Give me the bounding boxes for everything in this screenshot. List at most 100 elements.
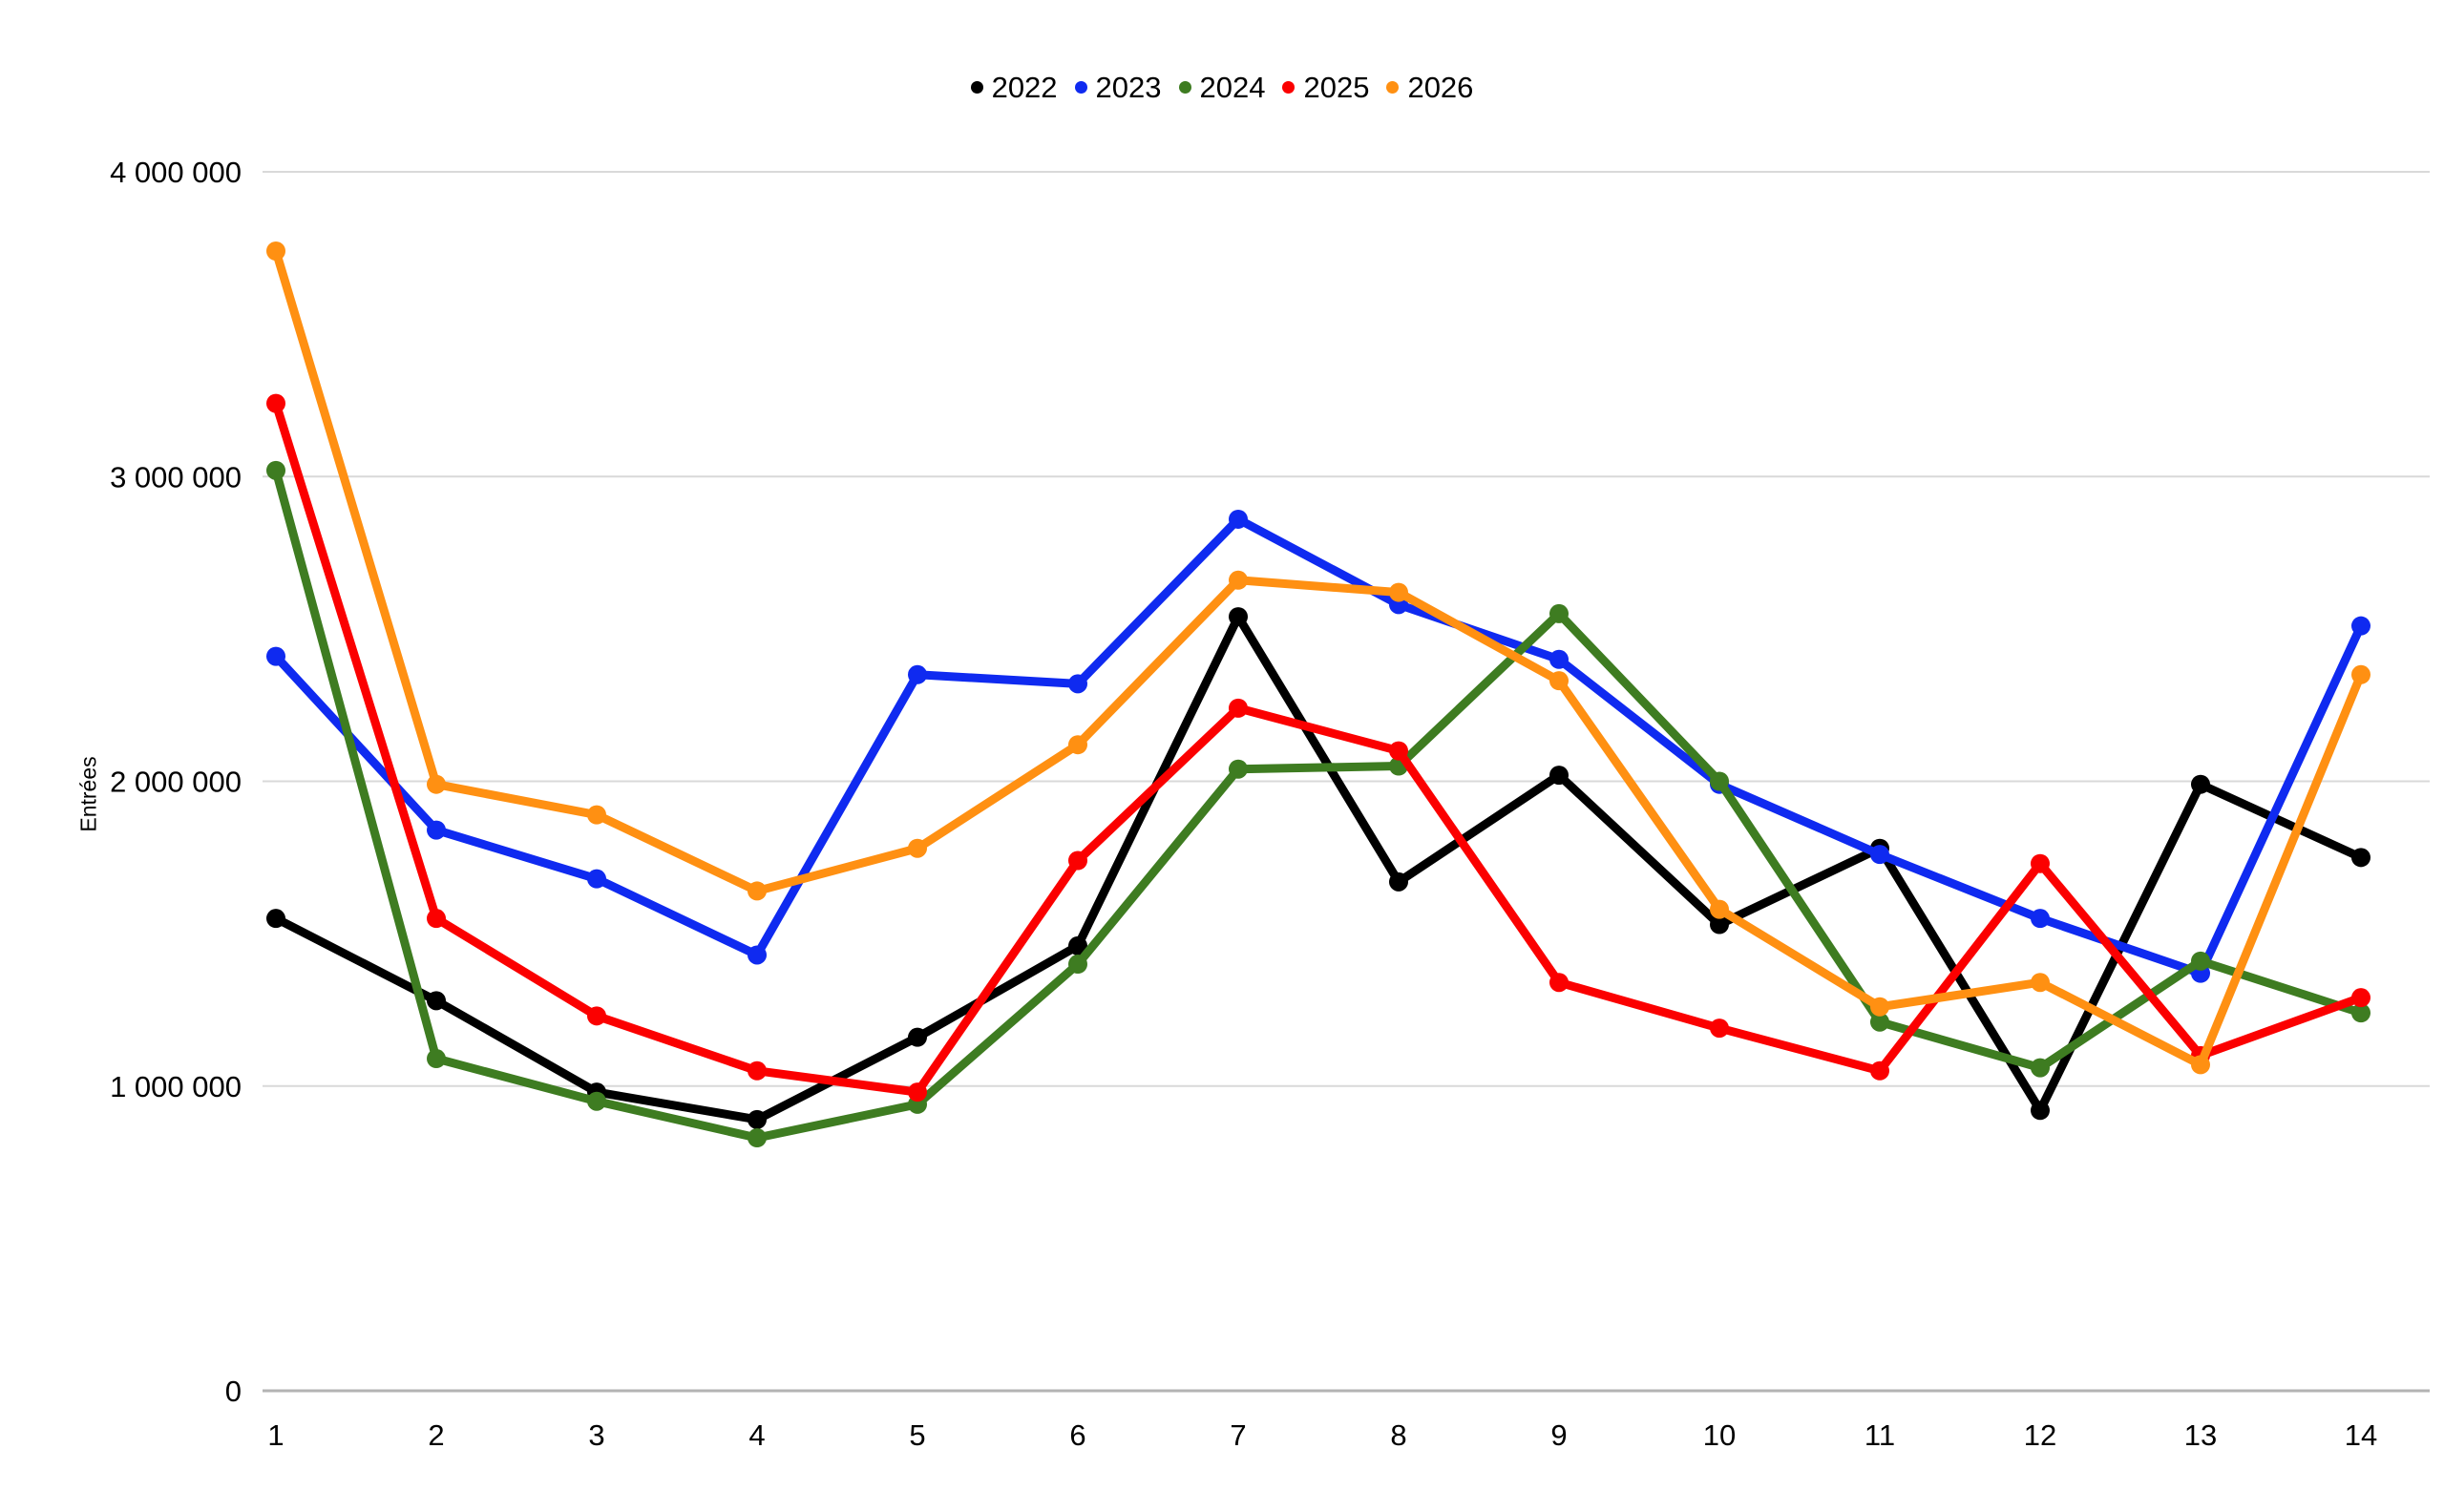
- x-axis-tick-label: 2: [428, 1418, 444, 1452]
- data-point-2023-x9: [1549, 649, 1569, 669]
- data-point-2024-x3: [587, 1091, 606, 1111]
- data-point-2022-x13: [2191, 774, 2210, 794]
- data-point-2025-x3: [587, 1006, 606, 1026]
- data-point-2023-x3: [587, 869, 606, 889]
- legend-label: 2025: [1303, 71, 1370, 104]
- data-point-2026-x12: [2031, 973, 2050, 993]
- data-point-2022-x12: [2031, 1101, 2050, 1121]
- y-axis-tick-label: 1 000 000: [110, 1070, 242, 1103]
- legend-label: 2022: [991, 71, 1058, 104]
- data-point-2025-x4: [748, 1060, 767, 1081]
- data-point-2024-x13: [2191, 951, 2210, 971]
- data-point-2026-x13: [2191, 1055, 2210, 1075]
- data-point-2024-x1: [266, 460, 285, 480]
- data-point-2024-x7: [1229, 759, 1248, 779]
- data-point-2025-x11: [1870, 1060, 1889, 1081]
- legend-dot-icon: [970, 81, 983, 94]
- y-axis-tick-label: 2 000 000: [110, 766, 242, 799]
- y-axis-title: Entrées: [75, 756, 101, 832]
- legend-item-2023: 2023: [1074, 71, 1162, 104]
- x-axis-tick-label: 8: [1390, 1418, 1406, 1452]
- data-point-2024-x11: [1870, 1012, 1889, 1032]
- data-point-2023-x11: [1870, 845, 1889, 865]
- data-point-2022-x8: [1389, 872, 1408, 892]
- legend-label: 2024: [1199, 71, 1266, 104]
- series-line-2026: [271, 246, 2366, 1069]
- x-axis-tick-label: 6: [1069, 1418, 1085, 1452]
- data-point-2025-x8: [1389, 741, 1408, 761]
- data-point-2025-x5: [908, 1082, 927, 1102]
- data-point-2024-x4: [748, 1128, 767, 1148]
- data-point-2026-x10: [1710, 899, 1729, 919]
- data-point-2023-x14: [2351, 616, 2370, 636]
- y-axis-tick-label: 3 000 000: [110, 460, 242, 494]
- legend-item-2024: 2024: [1178, 71, 1266, 104]
- y-axis-tick-label: 4 000 000: [110, 156, 242, 189]
- data-point-2026-x6: [1068, 735, 1087, 755]
- data-point-2025-x7: [1229, 698, 1248, 718]
- x-axis-tick-label: 1: [267, 1418, 284, 1452]
- x-axis-tick-label: 14: [2345, 1418, 2377, 1452]
- x-axis-tick-label: 5: [909, 1418, 925, 1452]
- legend-item-2022: 2022: [970, 71, 1058, 104]
- data-point-2022-x9: [1549, 766, 1569, 786]
- data-point-2022-x4: [748, 1109, 767, 1129]
- data-point-2026-x3: [587, 805, 606, 825]
- data-point-2024-x10: [1710, 771, 1729, 791]
- y-axis-tick-label: 0: [225, 1375, 242, 1408]
- x-axis-tick-label: 12: [2024, 1418, 2056, 1452]
- data-point-2025-x10: [1710, 1018, 1729, 1039]
- data-point-2022-x6: [1068, 935, 1087, 956]
- data-point-2024-x2: [427, 1049, 446, 1069]
- data-point-2023-x4: [748, 945, 767, 965]
- x-axis-tick-label: 7: [1230, 1418, 1246, 1452]
- data-point-2024-x12: [2031, 1058, 2050, 1078]
- legend-item-2025: 2025: [1282, 73, 1369, 102]
- data-point-2026-x8: [1389, 582, 1408, 602]
- legend-label: 2023: [1095, 71, 1162, 104]
- data-point-2023-x7: [1229, 509, 1248, 529]
- x-axis-tick-label: 10: [1703, 1418, 1736, 1452]
- series-line-2024: [271, 466, 2366, 1143]
- data-point-2023-x12: [2031, 909, 2050, 929]
- data-point-2025-x9: [1549, 973, 1569, 993]
- data-point-2026-x11: [1870, 997, 1889, 1017]
- data-point-2026-x1: [266, 242, 285, 262]
- data-point-2022-x1: [266, 909, 285, 929]
- legend-label: 2026: [1407, 71, 1474, 104]
- legend-item-2026: 2026: [1386, 73, 1473, 102]
- data-point-2024-x14: [2351, 1003, 2370, 1023]
- data-point-2023-x2: [427, 820, 446, 840]
- data-point-2026-x7: [1229, 570, 1248, 590]
- legend-dot-icon: [1282, 81, 1296, 94]
- x-axis-tick-label: 13: [2184, 1418, 2217, 1452]
- series-line-2023: [271, 514, 2366, 978]
- data-point-2022-x5: [908, 1027, 927, 1047]
- x-axis-tick-label: 3: [588, 1418, 604, 1452]
- data-point-2026-x5: [908, 838, 927, 858]
- legend-dot-icon: [1386, 81, 1400, 94]
- data-point-2023-x5: [908, 664, 927, 684]
- data-point-2025-x2: [427, 909, 446, 929]
- legend-dot-icon: [1074, 81, 1087, 94]
- data-point-2026-x2: [427, 774, 446, 794]
- data-point-2024-x9: [1549, 603, 1569, 623]
- chart-legend: 2022 2023 2024 2025 2026: [0, 73, 2444, 102]
- series-line-2025: [271, 399, 2366, 1097]
- data-point-2025-x12: [2031, 853, 2050, 873]
- data-point-2024-x6: [1068, 955, 1087, 975]
- x-axis-tick-label: 4: [748, 1418, 765, 1452]
- data-point-2025-x14: [2351, 988, 2370, 1008]
- data-point-2022-x7: [1229, 607, 1248, 627]
- data-point-2023-x1: [266, 646, 285, 666]
- data-point-2026-x9: [1549, 671, 1569, 691]
- legend-dot-icon: [1178, 81, 1191, 94]
- data-point-2022-x2: [427, 991, 446, 1011]
- data-point-2022-x10: [1710, 914, 1729, 934]
- data-point-2023-x6: [1068, 674, 1087, 694]
- x-axis-tick-label: 9: [1550, 1418, 1567, 1452]
- data-point-2026-x4: [748, 881, 767, 901]
- series-line-2022: [271, 612, 2366, 1124]
